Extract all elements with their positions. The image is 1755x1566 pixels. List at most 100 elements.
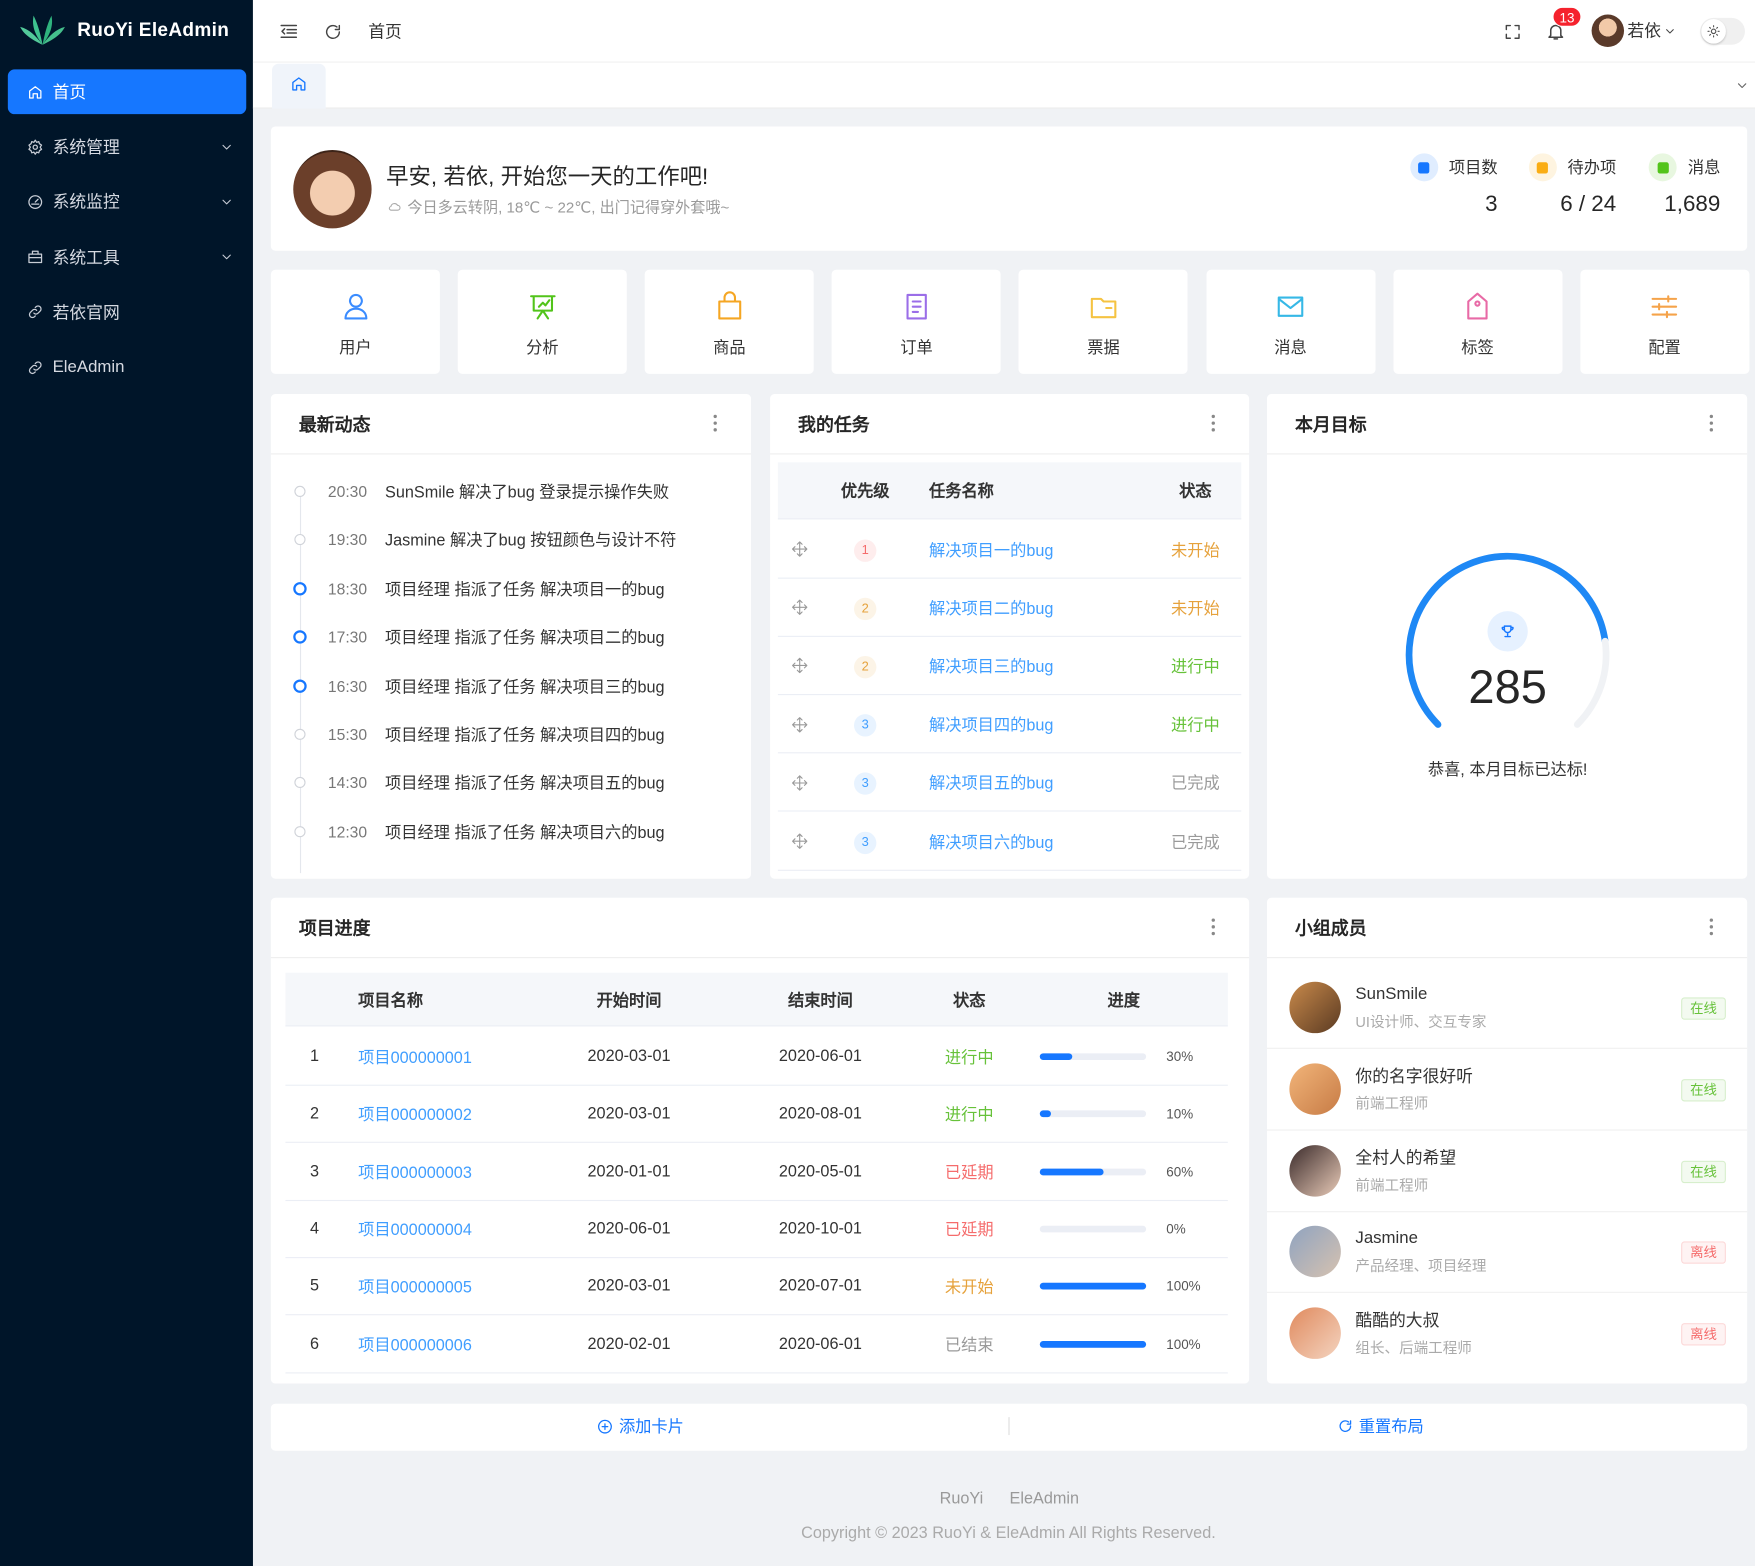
table-header-cell: 开始时间 <box>596 992 662 1011</box>
project-name[interactable]: 项目000000001 <box>358 1049 472 1068</box>
drag-handle[interactable] <box>790 832 809 851</box>
tab-menu-arrow[interactable] <box>1734 78 1749 93</box>
menu-item[interactable]: EleAdmin <box>52 357 125 377</box>
icon-part <box>906 293 927 320</box>
task-name[interactable]: 解决项目三的bug <box>928 658 1054 677</box>
project-status: 进行中 <box>944 1106 994 1125</box>
icon-part <box>27 139 42 155</box>
menu-icon[interactable] <box>26 359 43 376</box>
reset-icon[interactable] <box>1338 1418 1354 1434</box>
menu-item-active[interactable] <box>7 69 247 115</box>
project-status: 已结束 <box>944 1336 994 1355</box>
tab-home-icon[interactable] <box>290 75 308 93</box>
icon-part <box>791 833 807 849</box>
menu-arrow[interactable] <box>219 195 234 210</box>
shortcut-icon[interactable] <box>1649 291 1680 322</box>
drag-handle[interactable] <box>790 656 809 675</box>
shortcut-label[interactable]: 用户 <box>339 339 372 358</box>
more-button[interactable] <box>1210 414 1217 432</box>
progress-track <box>1039 1225 1147 1233</box>
menu-icon[interactable] <box>26 304 43 321</box>
task-name[interactable]: 解决项目二的bug <box>928 600 1054 619</box>
refresh-button[interactable] <box>323 22 342 41</box>
shortcut-label[interactable]: 配置 <box>1648 339 1681 358</box>
menu-item[interactable]: 系统监控 <box>52 193 120 213</box>
shortcut-label[interactable]: 票据 <box>1087 339 1120 358</box>
menu-arrow[interactable] <box>219 250 234 265</box>
shortcut-icon[interactable] <box>340 291 371 322</box>
user-name[interactable]: 若依 <box>1627 21 1661 41</box>
shortcut-card[interactable] <box>270 269 440 374</box>
shortcut-icon[interactable] <box>901 291 932 322</box>
menu-arrow[interactable] <box>219 140 234 155</box>
project-name[interactable]: 项目000000006 <box>358 1336 472 1355</box>
fold-button[interactable] <box>279 21 299 41</box>
shortcut-label[interactable]: 商品 <box>713 339 746 358</box>
menu-icon[interactable] <box>26 194 43 211</box>
more-button[interactable] <box>712 414 719 432</box>
shortcut-label[interactable]: 消息 <box>1274 339 1307 358</box>
icon-part <box>221 144 231 150</box>
user-arrow[interactable] <box>1663 25 1676 38</box>
shortcut-card[interactable] <box>1206 269 1376 374</box>
project-name[interactable]: 项目000000003 <box>358 1164 472 1183</box>
drag-handle[interactable] <box>790 773 809 792</box>
menu-item[interactable]: 系统管理 <box>52 138 120 158</box>
task-name[interactable]: 解决项目四的bug <box>928 717 1054 735</box>
shortcut-card[interactable] <box>1393 269 1563 374</box>
icon-part <box>20 26 43 45</box>
task-name[interactable]: 解决项目六的bug <box>928 833 1054 852</box>
menu-icon[interactable] <box>26 83 43 100</box>
menu-item[interactable]: 若依官网 <box>52 303 120 323</box>
shortcut-icon[interactable] <box>1088 291 1119 322</box>
shortcut-icon[interactable] <box>1275 291 1306 322</box>
activity-time: 17:30 <box>327 628 368 647</box>
shortcut-card[interactable] <box>1018 269 1188 374</box>
tab-active[interactable] <box>271 63 326 109</box>
activity-text: Jasmine 解决了bug 按钮颜色与设计不符 <box>385 532 677 551</box>
shortcut-card[interactable] <box>644 269 814 374</box>
shortcut-card[interactable] <box>457 269 627 374</box>
add-card-button[interactable]: 添加卡片 <box>618 1418 684 1437</box>
icon-part <box>713 414 717 419</box>
project-name[interactable]: 项目000000004 <box>358 1221 472 1240</box>
icon-part <box>27 250 42 264</box>
footer-link[interactable]: RuoYi <box>939 1489 984 1508</box>
task-name[interactable]: 解决项目一的bug <box>928 541 1054 560</box>
shortcut-label[interactable]: 分析 <box>526 339 559 358</box>
reset-layout-button[interactable]: 重置布局 <box>1358 1418 1424 1437</box>
shortcut-icon[interactable] <box>714 291 745 322</box>
fullscreen-button[interactable] <box>1503 22 1522 41</box>
shortcut-card[interactable] <box>831 269 1001 374</box>
shortcut-icon[interactable] <box>1462 291 1493 322</box>
shortcut-card[interactable] <box>1580 269 1750 374</box>
project-name[interactable]: 项目000000002 <box>358 1106 472 1125</box>
member-role: 产品经理、项目经理 <box>1355 1258 1487 1275</box>
menu-icon[interactable] <box>26 138 43 155</box>
menu-item[interactable]: 系统工具 <box>52 248 120 268</box>
drag-handle[interactable] <box>790 540 809 559</box>
icon-part <box>292 77 306 91</box>
project-end: 2020-10-01 <box>778 1219 862 1238</box>
project-name[interactable]: 项目000000005 <box>358 1279 472 1297</box>
shortcut-label[interactable]: 订单 <box>900 339 933 358</box>
menu-icon[interactable] <box>26 249 43 266</box>
more-button[interactable] <box>1210 918 1217 936</box>
more-button[interactable] <box>1708 918 1715 936</box>
project-start: 2020-02-01 <box>587 1334 671 1353</box>
add-icon[interactable] <box>596 1418 613 1435</box>
stat-icon-dot <box>1536 161 1548 173</box>
shortcut-icon[interactable] <box>527 291 558 322</box>
menu-item[interactable]: 首页 <box>52 83 87 103</box>
progress-bar <box>1039 1053 1072 1061</box>
icon-part <box>1709 428 1714 432</box>
drag-handle[interactable] <box>790 715 809 734</box>
task-name[interactable]: 解决项目五的bug <box>928 775 1054 794</box>
icon-part <box>28 85 41 99</box>
timeline-dot <box>294 728 306 740</box>
shortcut-label[interactable]: 标签 <box>1461 339 1494 358</box>
user-avatar[interactable] <box>1591 14 1625 48</box>
footer-link[interactable]: EleAdmin <box>1009 1489 1080 1508</box>
drag-handle[interactable] <box>790 598 809 617</box>
more-button[interactable] <box>1708 414 1715 432</box>
